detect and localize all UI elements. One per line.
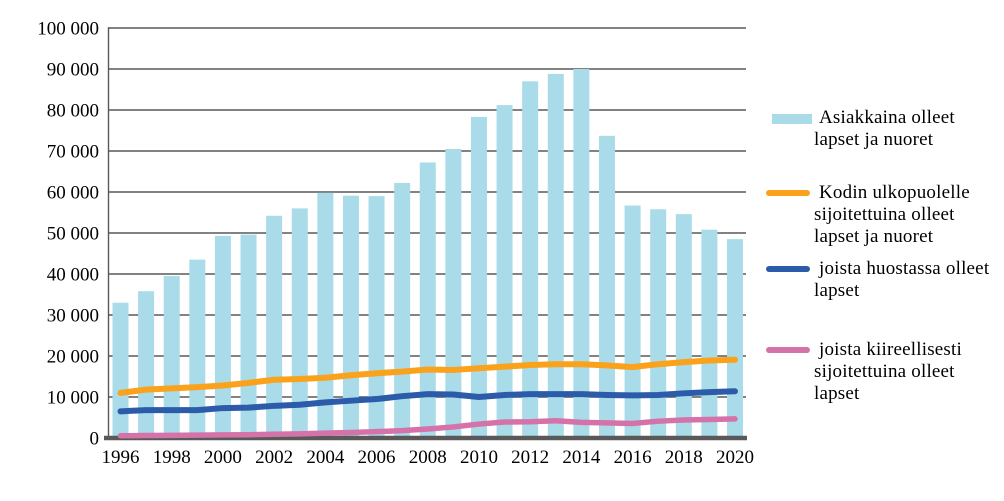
legend-label-huostassa: joista huostassa olleet lapset: [814, 258, 989, 302]
legend-label-line: lapset ja nuoret: [814, 226, 934, 247]
bar-2020: [726, 239, 743, 440]
legend-label-sijoitetut: Kodin ulkopuolelle sijoitettuina olleet …: [814, 182, 970, 248]
legend-label-asiakkaina: Asiakkaina olleet lapset ja nuoret: [814, 107, 955, 151]
bar-2018: [675, 214, 692, 440]
x-tick-label: 2014: [562, 447, 601, 468]
x-tick-label: 2012: [511, 447, 549, 468]
y-tick-label: 100 000: [37, 19, 99, 40]
bar-2003: [291, 208, 308, 440]
y-tick-label: 0: [90, 429, 100, 450]
chart-canvas: 100 000 90 000 80 000 70 000 60 000 50 000 40 …: [37, 19, 754, 469]
line-kodin-ulkopuolelle: [117, 356, 738, 396]
legend-label-line: Kodin ulkopuolelle: [819, 182, 970, 203]
legend-label-line: joista huostassa olleet: [819, 258, 990, 279]
bar-2005: [342, 195, 359, 440]
legend-swatch-orange-line: [766, 190, 810, 196]
bar-2000: [214, 235, 231, 440]
y-tick-label: 10 000: [47, 388, 99, 409]
x-tick-label: 2010: [460, 447, 498, 468]
legend-swatch-bar: [772, 114, 812, 124]
x-tick-label: 2002: [255, 447, 293, 468]
legend-label-line: sijoitettuina olleet: [814, 361, 955, 382]
legend-item-asiakkaina: Asiakkaina olleet lapset ja nuoret: [765, 107, 1004, 151]
y-tick-label: 20 000: [47, 347, 99, 368]
legend-label-kiireellisesti: joista kiireellisesti sijoitettuina olle…: [814, 339, 962, 405]
bar-2006: [368, 196, 385, 440]
bar-1997: [138, 291, 155, 440]
x-tick-label: 2016: [614, 447, 652, 468]
legend-label-line: lapset: [814, 280, 860, 301]
y-tick-label: 40 000: [47, 265, 99, 286]
bar-2014: [573, 69, 590, 440]
x-tick-label: 2004: [306, 447, 345, 468]
legend-item-sijoitetut: Kodin ulkopuolelle sijoitettuina olleet …: [765, 182, 1004, 248]
y-tick-label: 60 000: [47, 183, 99, 204]
x-tick-label: 1998: [153, 447, 191, 468]
bar-2001: [240, 234, 257, 440]
x-tick-label: 2006: [358, 447, 396, 468]
bar-2002: [266, 215, 283, 440]
bar-2012: [522, 81, 539, 441]
bar-2011: [496, 105, 513, 440]
x-tick-label: 2018: [665, 447, 703, 468]
bar-2017: [650, 209, 667, 440]
legend-label-line: lapset: [814, 383, 860, 404]
x-tick-label: 2008: [409, 447, 447, 468]
bar-1999: [189, 259, 206, 440]
legend-label-line: lapset ja nuoret: [814, 129, 934, 150]
x-tick-label: 2000: [204, 447, 242, 468]
x-tick-label: 1996: [102, 447, 140, 468]
legend-item-kiireellisesti: joista kiireellisesti sijoitettuina olle…: [765, 339, 1004, 405]
y-tick-label: 70 000: [47, 142, 99, 163]
y-tick-label: 50 000: [47, 224, 99, 245]
legend-label-line: joista kiireellisesti: [819, 339, 962, 360]
line-huostassa: [117, 388, 738, 415]
legend-label-line: sijoitettuina olleet: [814, 204, 955, 225]
line-kiireellisesti: [117, 416, 738, 439]
y-tick-label: 30 000: [47, 306, 99, 327]
chart-legend: Asiakkaina olleet lapset ja nuoret Kodin…: [765, 0, 1004, 501]
legend-label-line: Asiakkaina olleet: [819, 107, 955, 128]
bar-2008: [419, 162, 436, 441]
bar-2010: [470, 116, 487, 440]
y-tick-label: 80 000: [47, 101, 99, 122]
y-tick-label: 90 000: [47, 60, 99, 81]
x-tick-label: 2020: [716, 447, 754, 468]
bar-2013: [547, 73, 564, 441]
legend-swatch-blue-line: [766, 266, 810, 272]
legend-swatch-pink-line: [766, 347, 810, 353]
bar-1998: [163, 276, 180, 440]
bar-1996: [112, 302, 129, 440]
bar-2016: [624, 205, 641, 440]
legend-item-huostassa: joista huostassa olleet lapset: [765, 258, 1004, 302]
bar-2007: [394, 182, 411, 441]
bar-2019: [701, 229, 718, 440]
